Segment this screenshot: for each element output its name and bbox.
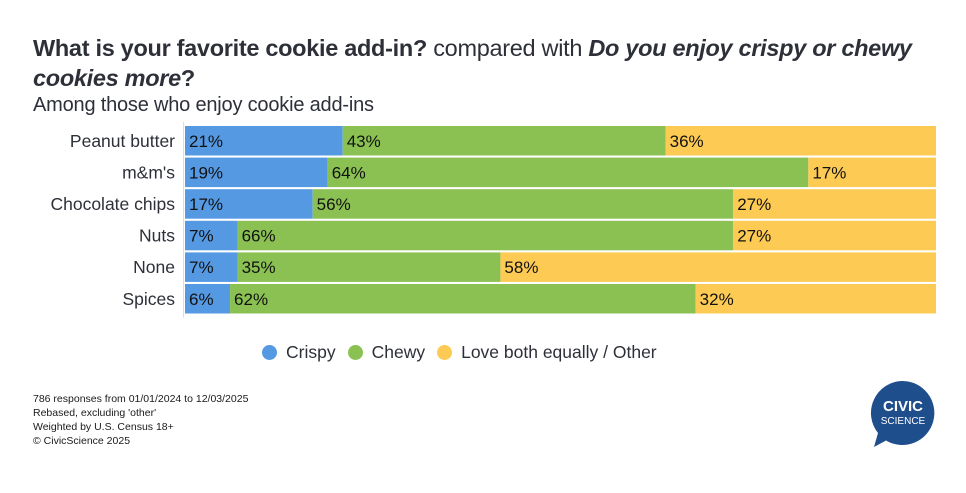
value-label-peanut-butter-love-both-equally-other: 36% (670, 132, 704, 151)
stacked-bar-chart: Peanut butter 21% 43% 36% m&m's 19% 64% 17% Choc… (50, 122, 936, 318)
category-label-chocolate-chips: Chocolate chips (50, 194, 175, 214)
bar-peanut-butter-crispy (185, 126, 343, 156)
value-label-peanut-butter-chewy: 43% (347, 132, 381, 151)
title-qmark-2: ? (180, 65, 195, 91)
value-label-none-crispy: 7% (189, 258, 214, 277)
bar-chocolate-chips-chewy (312, 189, 734, 219)
bar-spices-love-both-equally-other (695, 284, 936, 314)
bar-none-love-both-equally-other (500, 252, 936, 282)
logo-text-civic: CIVIC (883, 398, 923, 415)
bar-none-crispy (185, 252, 238, 282)
bar-peanut-butter-love-both-equally-other (665, 126, 936, 156)
category-label-spices: Spices (122, 289, 175, 309)
title-qmark-1: ? (412, 35, 427, 61)
bar-spices-crispy (185, 284, 231, 314)
chart-subtitle: Among those who enjoy cookie add-ins (33, 94, 374, 116)
value-label-spices-love-both-equally-other: 32% (700, 290, 734, 309)
bar-nuts-love-both-equally-other (733, 220, 936, 251)
value-label-chocolate-chips-chewy: 56% (317, 195, 351, 214)
civicscience-logo: CIVIC SCIENCE (870, 380, 935, 447)
bars-group: Peanut butter 21% 43% 36% m&m's 19% 64% 17% Choc… (50, 126, 936, 314)
logo-speech-bubble (870, 380, 935, 447)
value-label-none-chewy: 35% (242, 258, 276, 277)
value-label-m-m-s-chewy: 64% (332, 163, 366, 182)
bar-m-m-s-crispy (185, 157, 328, 188)
footer-notes: 786 responses from 01/01/2024 to 12/03/2… (33, 392, 248, 448)
category-label-none: None (133, 257, 175, 277)
chart-title: What is your favorite cookie add-in? com… (33, 33, 953, 93)
value-label-none-love-both-equally-other: 58% (504, 258, 538, 277)
value-label-spices-chewy: 62% (234, 290, 268, 309)
legend-item-crispy: Crispy (262, 342, 336, 363)
bar-nuts-chewy (237, 220, 734, 251)
footer-weighted: Weighted by U.S. Census 18+ (33, 421, 174, 433)
logo-text-science: SCIENCE (881, 416, 926, 427)
title-question-1: What is your favorite cookie add-in (33, 35, 413, 61)
legend-label-chewy: Chewy (371, 342, 426, 362)
footer-rebased: Rebased, excluding 'other' (33, 407, 157, 419)
value-label-nuts-chewy: 66% (242, 227, 276, 246)
legend: Crispy Chewy Love both equally / Other (262, 342, 669, 363)
bar-m-m-s-chewy (327, 157, 809, 188)
legend-dot-chewy (347, 345, 363, 360)
bar-chocolate-chips-crispy (185, 189, 313, 219)
category-label-m-m-s: m&m's (122, 162, 175, 182)
category-label-nuts: Nuts (139, 226, 175, 246)
legend-label-other: Love both equally / Other (461, 342, 657, 362)
bar-peanut-butter-chewy (342, 126, 666, 156)
value-label-m-m-s-love-both-equally-other: 17% (812, 163, 846, 182)
value-label-nuts-crispy: 7% (189, 227, 214, 246)
category-label-peanut-butter: Peanut butter (70, 131, 175, 151)
footer-responses: 786 responses from 01/01/2024 to 12/03/2… (33, 393, 249, 405)
title-question-2: Do you enjoy crispy or chewy cookies mor… (33, 35, 912, 91)
value-label-chocolate-chips-crispy: 17% (189, 195, 223, 214)
bar-chocolate-chips-love-both-equally-other (733, 189, 936, 219)
title-connector: compared with (427, 35, 589, 61)
value-label-m-m-s-crispy: 19% (189, 163, 223, 182)
legend-dot-other (437, 345, 453, 360)
value-label-peanut-butter-crispy: 21% (189, 132, 223, 151)
footer-copyright: © CivicScience 2025 (33, 435, 131, 447)
legend-item-chewy: Chewy (347, 342, 426, 363)
bar-m-m-s-love-both-equally-other (808, 157, 936, 188)
legend-label-crispy: Crispy (286, 342, 336, 362)
bar-nuts-crispy (185, 220, 238, 251)
value-label-spices-crispy: 6% (189, 290, 214, 309)
legend-dot-crispy (262, 345, 277, 360)
value-label-chocolate-chips-love-both-equally-other: 27% (737, 195, 771, 214)
legend-item-other: Love both equally / Other (437, 342, 657, 363)
value-label-nuts-love-both-equally-other: 27% (737, 227, 771, 246)
bar-none-chewy (237, 252, 501, 282)
bar-spices-chewy (230, 284, 696, 314)
